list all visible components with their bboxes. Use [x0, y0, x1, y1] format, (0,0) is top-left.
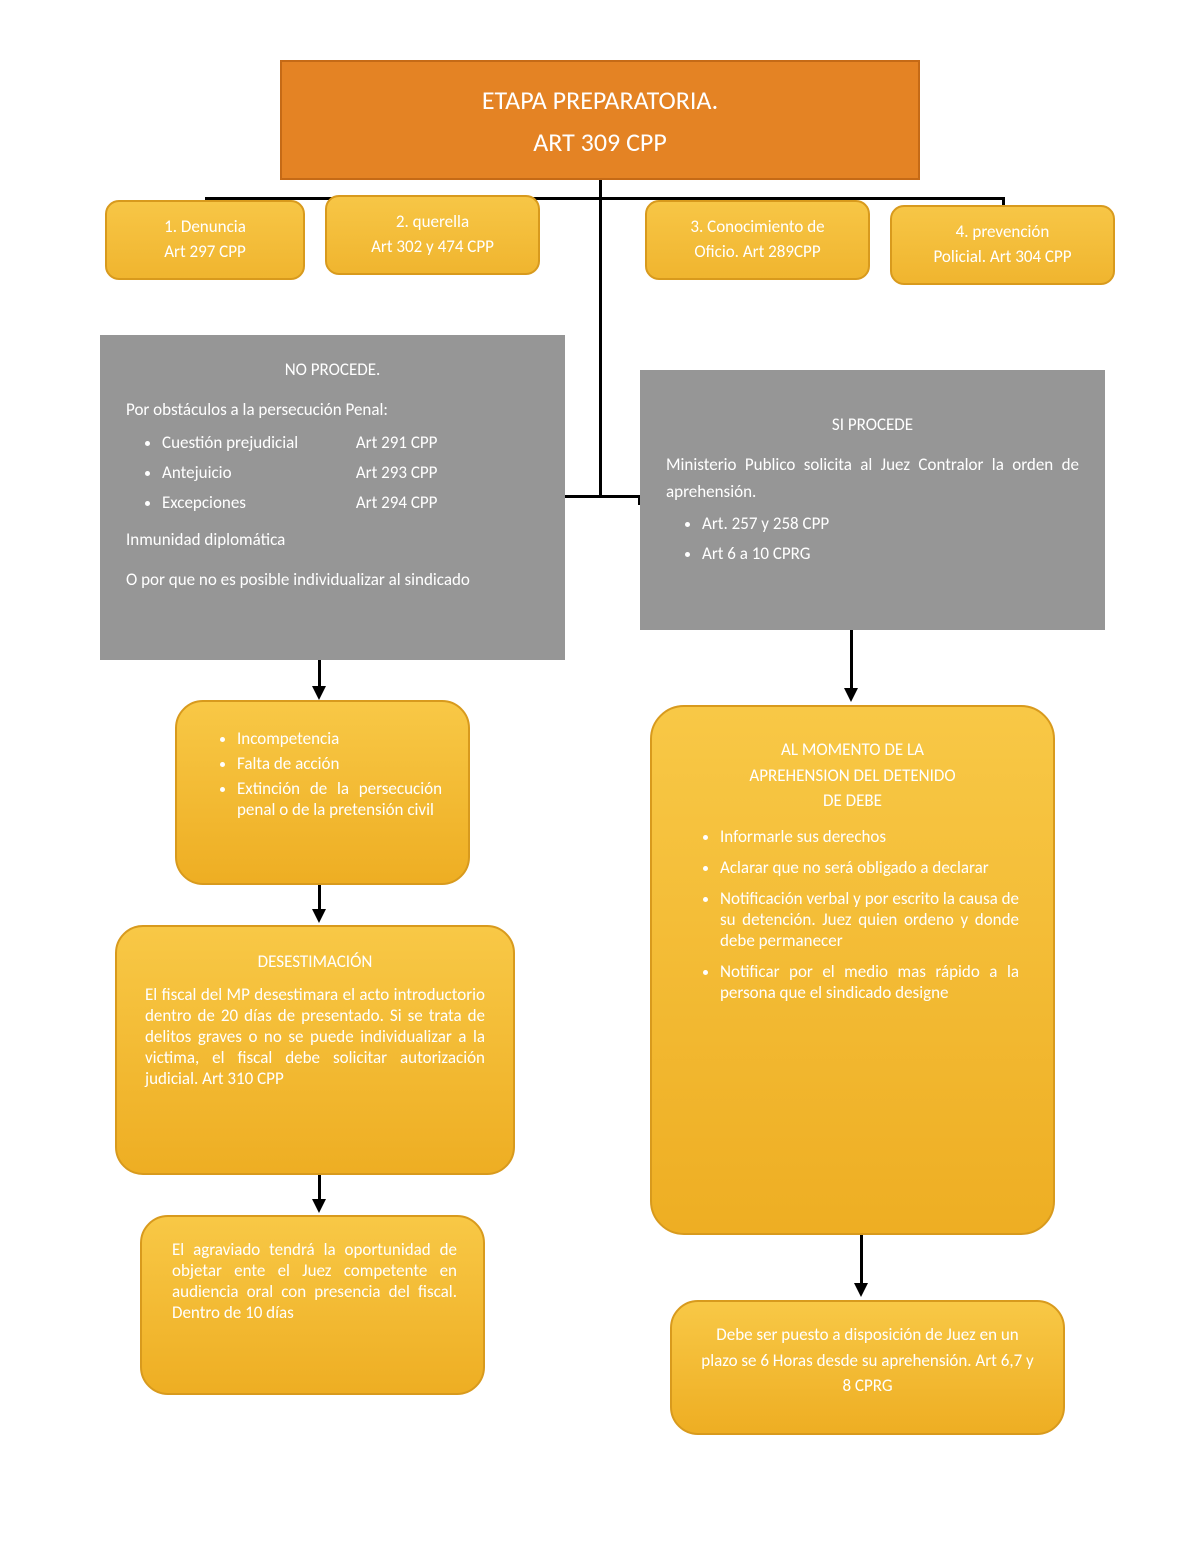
list-item: Incompetencia: [237, 728, 442, 749]
item-art: Art 294 CPP: [356, 492, 438, 513]
list-item: Informarle sus derechos: [720, 826, 1019, 847]
no-procede-list: Cuestión prejudicial Art 291 CPP Antejui…: [126, 430, 539, 517]
top-card-2: 2. querella Art 302 y 474 CPP: [325, 195, 540, 275]
page-root: ETAPA PREPARATORIA. ART 309 CPP 1. Denun…: [0, 0, 1200, 1553]
top-card-1: 1. Denuncia Art 297 CPP: [105, 200, 305, 280]
left2-title: DESESTIMACIÓN: [145, 951, 485, 972]
box-left-3: El agraviado tendrá la oportunidad de ob…: [140, 1215, 485, 1395]
list-item: Art 6 a 10 CPRG: [702, 541, 1079, 567]
top-card-4-l1: 4. prevención: [898, 220, 1107, 245]
list-item: Notificación verbal y por escrito la cau…: [720, 888, 1019, 951]
connector: [318, 885, 321, 911]
panel-si-procede: SI PROCEDE Ministerio Publico solicita a…: [640, 370, 1105, 630]
header-line1: ETAPA PREPARATORIA.: [282, 80, 918, 122]
connector: [318, 1175, 321, 1201]
arrowhead-icon: [312, 1199, 326, 1213]
rightsmall-body: Debe ser puesto a disposición de Juez en…: [700, 1322, 1035, 1399]
rightbig-t2: APREHENSION DEL DETENIDO: [749, 765, 955, 786]
rightbig-t1: AL MOMENTO DE LA: [781, 739, 924, 760]
box-right-small: Debe ser puesto a disposición de Juez en…: [670, 1300, 1065, 1435]
list-item: Aclarar que no será obligado a declarar: [720, 857, 1019, 878]
top-card-4: 4. prevención Policial. Art 304 CPP: [890, 205, 1115, 285]
no-procede-title: NO PROCEDE.: [126, 357, 539, 383]
connector: [318, 660, 321, 688]
top-card-4-l2: Policial. Art 304 CPP: [898, 245, 1107, 270]
arrowhead-icon: [854, 1283, 868, 1297]
header-box: ETAPA PREPARATORIA. ART 309 CPP: [280, 60, 920, 180]
top-card-3-l1: 3. Conocimiento de: [653, 215, 862, 240]
rightbig-title: AL MOMENTO DE LA APREHENSION DEL DETENID…: [686, 737, 1019, 814]
left3-body: El agraviado tendrá la oportunidad de ob…: [172, 1239, 457, 1323]
item-name: Excepciones: [162, 490, 352, 516]
box-left-1: Incompetencia Falta de acción Extinción …: [175, 700, 470, 885]
panel-no-procede: NO PROCEDE. Por obstáculos a la persecuc…: [100, 335, 565, 660]
rightbig-list: Informarle sus derechos Aclarar que no s…: [686, 826, 1019, 1003]
connector: [860, 1235, 863, 1285]
item-art: Art 293 CPP: [356, 462, 438, 483]
top-card-2-l1: 2. querella: [333, 210, 532, 235]
rightbig-t3: DE DEBE: [823, 790, 882, 811]
top-card-1-l2: Art 297 CPP: [113, 240, 297, 265]
top-card-2-l2: Art 302 y 474 CPP: [333, 235, 532, 260]
top-card-3: 3. Conocimiento de Oficio. Art 289CPP: [645, 200, 870, 280]
connector: [205, 197, 1005, 200]
list-item: Cuestión prejudicial Art 291 CPP: [162, 430, 539, 456]
left1-list: Incompetencia Falta de acción Extinción …: [203, 728, 442, 820]
si-procede-lead: Ministerio Publico solicita al Juez Cont…: [666, 452, 1079, 505]
list-item: Extinción de la persecución penal o de l…: [237, 778, 442, 820]
list-item: Falta de acción: [237, 753, 442, 774]
top-card-1-l1: 1. Denuncia: [113, 215, 297, 240]
no-procede-extra1: Inmunidad diplomática: [126, 527, 539, 553]
box-right-big: AL MOMENTO DE LA APREHENSION DEL DETENID…: [650, 705, 1055, 1235]
left2-body: El fiscal del MP desestimara el acto int…: [145, 984, 485, 1089]
item-name: Antejuicio: [162, 460, 352, 486]
top-card-3-l2: Oficio. Art 289CPP: [653, 240, 862, 265]
no-procede-extra2: O por que no es posible individualizar a…: [126, 567, 539, 593]
list-item: Notificar por el medio mas rápido a la p…: [720, 961, 1019, 1003]
item-name: Cuestión prejudicial: [162, 430, 352, 456]
si-procede-list: Art. 257 y 258 CPP Art 6 a 10 CPRG: [666, 511, 1079, 568]
no-procede-lead: Por obstáculos a la persecución Penal:: [126, 397, 539, 423]
arrowhead-icon: [312, 909, 326, 923]
connector: [599, 197, 602, 497]
list-item: Art. 257 y 258 CPP: [702, 511, 1079, 537]
list-item: Antejuicio Art 293 CPP: [162, 460, 539, 486]
arrowhead-icon: [844, 688, 858, 702]
connector: [850, 630, 853, 690]
arrowhead-icon: [312, 686, 326, 700]
si-procede-title: SI PROCEDE: [666, 412, 1079, 438]
item-art: Art 291 CPP: [356, 432, 438, 453]
box-left-2: DESESTIMACIÓN El fiscal del MP desestima…: [115, 925, 515, 1175]
header-line2: ART 309 CPP: [282, 122, 918, 164]
list-item: Excepciones Art 294 CPP: [162, 490, 539, 516]
